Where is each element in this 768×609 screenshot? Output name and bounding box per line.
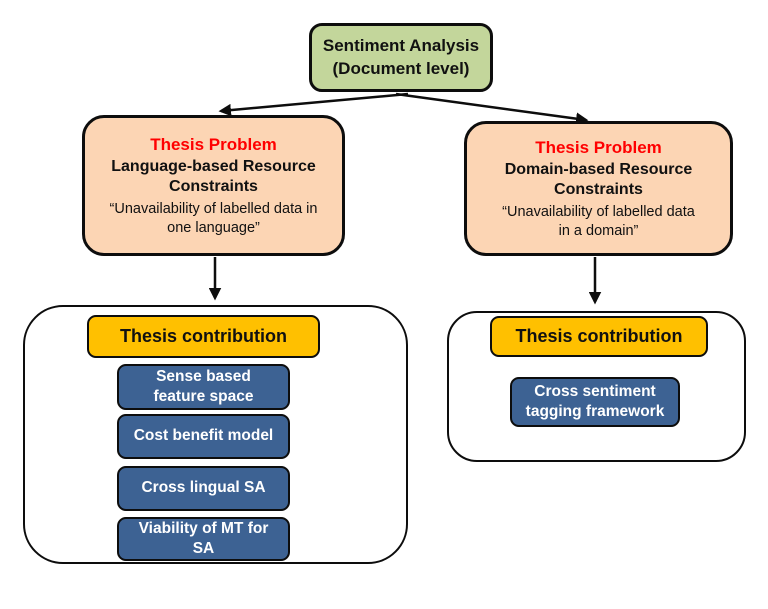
left-problem-quote: “Unavailability of labelled data in one … (109, 200, 318, 236)
left-problem-node: Thesis Problem Language-based Resource C… (82, 115, 345, 256)
left-problem-subheading: Language-based Resource Constraints (111, 157, 316, 195)
arrow-root-to-left-problem (218, 92, 409, 117)
right-problem-heading: Thesis Problem (535, 137, 662, 157)
arrow-root-to-right-problem (395, 92, 589, 125)
left-contribution-heading: Thesis contribution (87, 315, 320, 358)
root-node-sentiment-analysis: Sentiment Analysis (Document level) (309, 23, 493, 92)
left-problem-heading: Thesis Problem (150, 134, 277, 154)
right-problem-node: Thesis Problem Domain-based Resource Con… (464, 121, 733, 256)
contribution-item-cross-sentiment-tagging-framework: Cross sentiment tagging framework (510, 377, 680, 427)
contribution-item-cost-benefit-model: Cost benefit model (117, 414, 290, 459)
right-problem-quote: “Unavailability of labelled data in a do… (502, 203, 695, 239)
contribution-item-cross-lingual-sa: Cross lingual SA (117, 466, 290, 511)
contribution-item-sense-based-feature-space: Sense based feature space (117, 364, 290, 410)
contribution-item-viability-of-mt-for-sa: Viability of MT for SA (117, 517, 290, 561)
right-contribution-heading: Thesis contribution (490, 316, 708, 357)
right-problem-subheading: Domain-based Resource Constraints (504, 160, 693, 198)
